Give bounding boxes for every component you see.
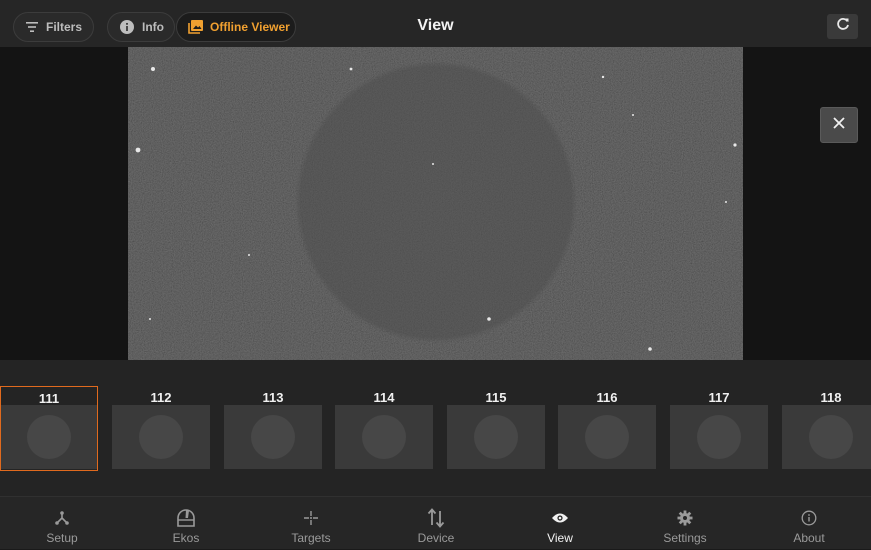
thumbnail-image [782, 405, 871, 469]
thumbnail-image [558, 405, 656, 469]
thumbnail-label: 114 [373, 390, 395, 405]
info-icon [120, 20, 134, 34]
nav-setup[interactable]: Setup [0, 497, 124, 550]
thumbnail-116[interactable]: 116 [558, 386, 656, 471]
setup-icon [54, 508, 70, 528]
info-outline-icon [801, 508, 817, 528]
refresh-button[interactable] [827, 14, 858, 39]
thumbnail-115[interactable]: 115 [447, 386, 545, 471]
thumbnail-label: 113 [262, 390, 284, 405]
offline-viewer-button[interactable]: Offline Viewer [176, 12, 296, 42]
crosshair-icon [303, 508, 319, 528]
refresh-icon [836, 17, 850, 36]
thumbnail-image [447, 405, 545, 469]
photo-library-icon [188, 20, 203, 34]
thumbnail-label: 116 [596, 390, 618, 405]
nav-view[interactable]: View [498, 497, 622, 550]
thumbnail-117[interactable]: 117 [670, 386, 768, 471]
info-button[interactable]: Info [107, 12, 175, 42]
nav-device[interactable]: Device [374, 497, 498, 550]
filters-button[interactable]: Filters [13, 12, 94, 42]
bottom-navigation: Setup Ekos Targets Device View Settings [0, 496, 871, 549]
swap-vertical-icon [427, 508, 445, 528]
filter-icon [26, 22, 38, 32]
nav-ekos[interactable]: Ekos [124, 497, 248, 550]
nav-label: Targets [291, 531, 331, 545]
thumbnail-image [224, 405, 322, 469]
nav-about[interactable]: About [747, 497, 871, 550]
nav-label: About [793, 531, 825, 545]
filters-label: Filters [46, 20, 83, 34]
thumbnail-113[interactable]: 113 [224, 386, 322, 471]
thumbnail-label: 112 [150, 390, 172, 405]
info-label: Info [142, 20, 164, 34]
thumbnail-118[interactable]: 118 [782, 386, 871, 471]
gear-icon [677, 508, 693, 528]
close-button[interactable] [820, 107, 858, 143]
top-bar: Filters Info Offline Viewer View [0, 0, 871, 47]
image-viewer [0, 47, 871, 360]
nav-settings[interactable]: Settings [623, 497, 747, 550]
nav-label: Device [417, 531, 455, 545]
thumbnail-label: 118 [820, 390, 842, 405]
fits-image[interactable] [128, 47, 743, 360]
thumbnail-label: 117 [708, 390, 730, 405]
thumbnail-label: 115 [485, 390, 507, 405]
thumbnail-image [335, 405, 433, 469]
thumbnail-strip: 111 112 113 114 115 116 117 118 [0, 360, 871, 496]
nav-targets[interactable]: Targets [249, 497, 373, 550]
nav-label: Setup [46, 531, 78, 545]
nav-label: View [547, 531, 573, 545]
nav-label: Ekos [172, 531, 200, 545]
close-icon [833, 116, 845, 134]
thumbnail-image [1, 405, 97, 469]
thumbnail-image [112, 405, 210, 469]
observatory-dome-icon [176, 508, 196, 528]
nav-label: Settings [663, 531, 707, 545]
thumbnail-112[interactable]: 112 [112, 386, 210, 471]
thumbnail-image [670, 405, 768, 469]
thumbnail-114[interactable]: 114 [335, 386, 433, 471]
offline-viewer-label: Offline Viewer [210, 20, 290, 34]
thumbnail-111[interactable]: 111 [0, 386, 98, 471]
eye-icon [551, 508, 569, 528]
page-title: View [417, 17, 454, 34]
thumbnail-label: 111 [38, 391, 60, 406]
